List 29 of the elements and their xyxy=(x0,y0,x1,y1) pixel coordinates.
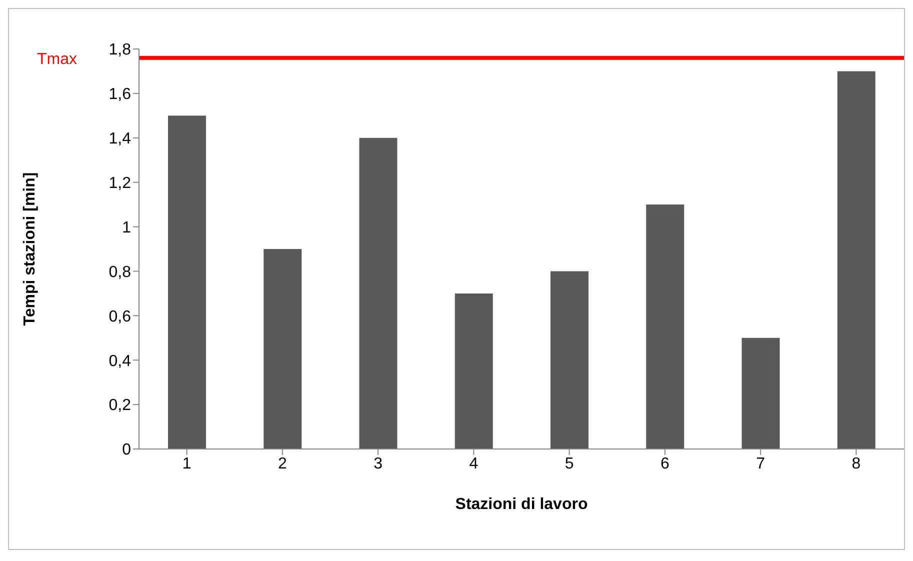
bar xyxy=(550,271,588,449)
x-axis-title: Stazioni di lavoro xyxy=(455,496,588,513)
x-tick-label: 7 xyxy=(756,455,766,472)
y-axis-title: Tempi stazioni [min] xyxy=(22,172,39,326)
y-tick-label: 1 xyxy=(122,219,132,236)
ref-line-label: Tmax xyxy=(37,50,77,68)
bar xyxy=(646,204,684,449)
y-tick-label: 1,2 xyxy=(108,175,132,192)
x-tick-label: 4 xyxy=(469,455,478,472)
bar xyxy=(742,338,780,449)
y-tick-label: 0,4 xyxy=(108,352,132,370)
bar xyxy=(264,249,302,449)
y-tick-label: 1,6 xyxy=(108,86,132,104)
x-tick-label: 3 xyxy=(374,455,383,472)
bar xyxy=(454,293,493,449)
y-tick-label: 0 xyxy=(122,442,132,459)
x-tick-label: 8 xyxy=(852,455,861,472)
x-tick-label: 1 xyxy=(182,455,192,472)
x-tick-label: 5 xyxy=(564,455,574,472)
bar xyxy=(837,71,876,449)
bar xyxy=(168,116,206,449)
y-tick-label: 0,6 xyxy=(108,308,132,326)
y-tick-label: 1,8 xyxy=(108,42,132,59)
x-tick-label: 2 xyxy=(278,455,287,472)
bar xyxy=(359,138,398,449)
y-tick-label: 0,2 xyxy=(108,397,132,414)
x-tick-label: 6 xyxy=(660,455,670,472)
y-tick-label: 1,4 xyxy=(108,130,132,148)
y-tick-label: 0,8 xyxy=(108,264,132,281)
